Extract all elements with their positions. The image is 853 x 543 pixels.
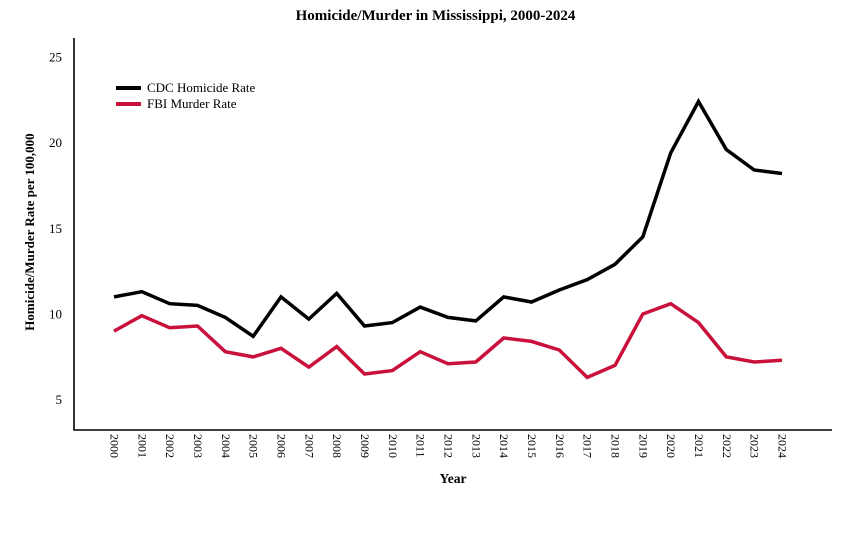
y-tick-label: 5 [56, 392, 63, 407]
x-tick-label: 2019 [636, 434, 650, 458]
legend-swatch [116, 86, 141, 90]
legend-label: FBI Murder Rate [147, 96, 237, 111]
x-tick-label: 2012 [441, 434, 455, 458]
x-tick-label: 2016 [553, 434, 567, 458]
series-line [113, 97, 783, 339]
x-tick-label: 2013 [469, 434, 483, 458]
x-tick-label: 2011 [414, 434, 428, 458]
x-tick-label: 2000 [108, 434, 122, 458]
x-tick-label: 2001 [135, 434, 149, 458]
x-tick-label: 2014 [497, 434, 511, 458]
y-tick-label: 25 [49, 49, 62, 64]
legend: CDC Homicide Rate FBI Murder Rate [116, 80, 255, 112]
x-tick-label: 2006 [274, 434, 288, 458]
x-tick-label: 2015 [525, 434, 539, 458]
x-tick-label: 2003 [191, 434, 205, 458]
x-tick-label: 2024 [775, 434, 789, 458]
legend-swatch [116, 102, 141, 106]
x-tick-label: 2022 [720, 434, 734, 458]
legend-item: FBI Murder Rate [116, 96, 255, 112]
y-tick-label: 20 [49, 135, 62, 150]
legend-label: CDC Homicide Rate [147, 80, 256, 95]
x-tick-label: 2010 [386, 434, 400, 458]
x-tick-label: 2004 [219, 434, 233, 458]
x-tick-label: 2020 [664, 434, 678, 458]
chart-title: Homicide/Murder in Mississippi, 2000-202… [295, 8, 576, 24]
y-tick-label: 10 [49, 307, 62, 322]
x-tick-label: 2021 [692, 434, 706, 458]
x-tick-label: 2008 [330, 434, 344, 458]
series-line [113, 301, 783, 380]
x-tick-label: 2002 [163, 434, 177, 458]
x-tick-label: 2009 [358, 434, 372, 458]
axes [73, 38, 832, 431]
x-tick-label: 2023 [748, 434, 762, 458]
x-tick-label: 2017 [581, 434, 595, 458]
x-tick-label: 2005 [247, 434, 261, 458]
x-axis-title: Year [439, 471, 467, 486]
x-tick-label: 2007 [302, 434, 316, 458]
y-tick-label: 15 [49, 221, 62, 236]
legend-item: CDC Homicide Rate [116, 80, 255, 96]
x-tick-label: 2018 [608, 434, 622, 458]
